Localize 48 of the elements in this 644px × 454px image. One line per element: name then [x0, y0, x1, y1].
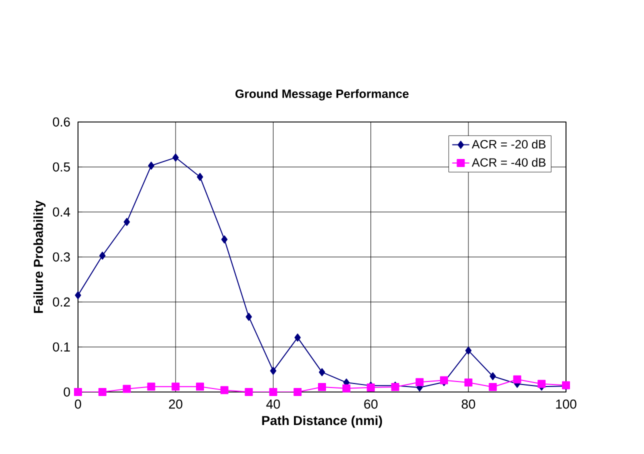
legend-label: ACR = -20 dB: [472, 140, 546, 148]
point: [74, 388, 82, 396]
y-tick-label: 0.1: [52, 342, 70, 352]
point: [246, 312, 252, 321]
point: [294, 388, 302, 396]
x-tick-label: 60: [364, 400, 378, 409]
point: [416, 378, 424, 386]
point: [465, 346, 472, 355]
y-tick-label: 0: [64, 387, 70, 397]
point: [490, 372, 496, 380]
legend-label: ACR = -40 dB: [472, 158, 546, 167]
point: [147, 382, 156, 391]
point: [172, 382, 180, 391]
chart-title: Ground Message Performance: [235, 89, 409, 100]
point: [196, 382, 204, 391]
point: [124, 218, 130, 226]
point: [196, 172, 204, 181]
point: [294, 334, 301, 342]
point: [318, 368, 326, 376]
point: [172, 154, 179, 162]
point: [74, 291, 82, 300]
point: [244, 388, 253, 396]
point: [488, 383, 497, 392]
point: [122, 384, 131, 393]
x-tick-label: 40: [266, 400, 280, 409]
y-tick-label: 0.3: [52, 252, 70, 262]
point: [342, 384, 350, 392]
point: [269, 388, 278, 396]
point: [318, 383, 326, 392]
point: [538, 380, 546, 388]
x-tick-label: 20: [169, 400, 182, 409]
point: [221, 235, 228, 244]
point: [99, 252, 106, 260]
x-tick-label: 100: [556, 400, 576, 409]
point: [464, 378, 472, 387]
point: [270, 366, 276, 375]
point: [220, 386, 228, 394]
y-tick-label: 0.6: [52, 117, 70, 127]
y-tick-label: 0.4: [52, 207, 70, 217]
y-tick-label: 0.5: [52, 162, 70, 172]
x-tick-label: 80: [462, 400, 476, 409]
y-tick-label: 0.2: [52, 297, 70, 307]
point: [513, 375, 522, 384]
x-axis-title: Path Distance (nmi): [262, 416, 382, 428]
y-axis-title: Failure Probability: [33, 200, 46, 313]
x-tick-label: 0: [74, 400, 82, 409]
point: [98, 388, 106, 396]
point: [148, 162, 154, 170]
